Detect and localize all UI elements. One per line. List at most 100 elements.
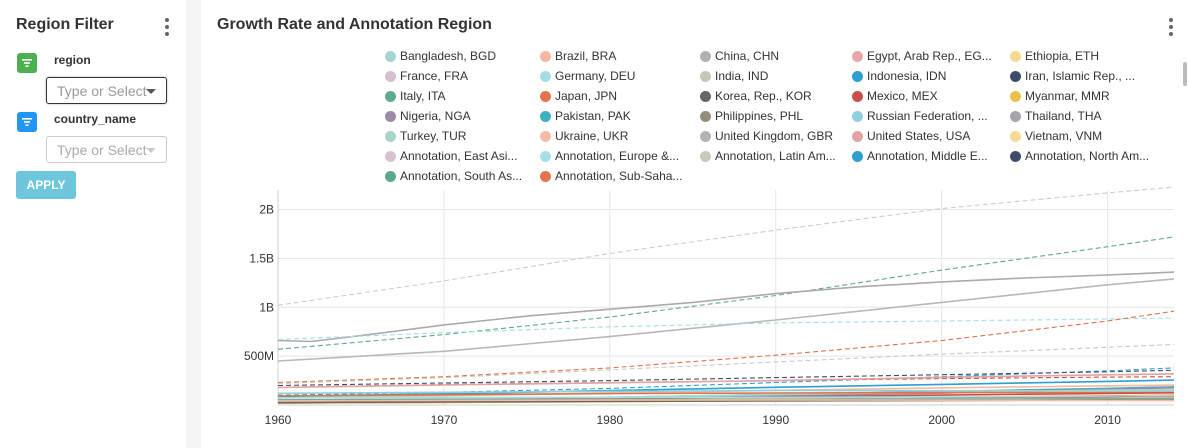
legend-item[interactable]: Annotation, Middle E... (852, 148, 988, 164)
series-line[interactable] (277, 391, 1175, 397)
legend-dot (852, 150, 863, 162)
series-line[interactable] (277, 278, 1175, 362)
series-line[interactable] (277, 369, 1175, 387)
y-tick-label: 1B (259, 300, 274, 314)
legend-item[interactable]: Pakistan, PAK (540, 108, 631, 124)
legend-item[interactable]: Annotation, Europe &... (540, 148, 679, 164)
region-select[interactable]: Type or Select (46, 77, 167, 104)
legend-label: Myanmar, MMR (1025, 89, 1110, 103)
legend-item[interactable]: France, FRA (385, 68, 468, 84)
legend-item[interactable]: Indonesia, IDN (852, 68, 946, 84)
legend-item[interactable]: Iran, Islamic Rep., ... (1010, 68, 1135, 84)
filter-panel-title: Region Filter (16, 16, 114, 33)
series-line[interactable] (277, 310, 1175, 384)
legend-label: Korea, Rep., KOR (715, 89, 812, 103)
legend-item[interactable]: Korea, Rep., KOR (700, 88, 812, 104)
legend-item[interactable]: Ethiopia, ETH (1010, 48, 1099, 64)
legend-label: Brazil, BRA (555, 49, 617, 63)
legend-item[interactable]: Ukraine, UKR (540, 128, 628, 144)
apply-button[interactable]: APPLY (16, 171, 76, 199)
chart-menu-icon[interactable] (1168, 18, 1174, 36)
legend-item[interactable]: Philippines, PHL (700, 108, 803, 124)
legend-item[interactable]: India, IND (700, 68, 768, 84)
legend-scrollbar[interactable] (1183, 62, 1187, 86)
legend-item[interactable]: Mexico, MEX (852, 88, 938, 104)
series-line[interactable] (277, 343, 1175, 385)
series-line[interactable] (277, 367, 1175, 396)
legend-label: Pakistan, PAK (555, 109, 631, 123)
legend-dot (385, 90, 396, 102)
legend-label: Annotation, Latin Am... (715, 149, 836, 163)
filter-panel-menu-icon[interactable] (164, 18, 170, 36)
legend-item[interactable]: United Kingdom, GBR (700, 128, 833, 144)
legend-dot (700, 150, 711, 162)
legend-dot (540, 50, 551, 62)
series-line[interactable] (277, 379, 1175, 398)
legend-item[interactable]: United States, USA (852, 128, 970, 144)
legend-item[interactable]: Germany, DEU (540, 68, 635, 84)
legend-dot (1010, 90, 1021, 102)
region-filter-label: region (54, 53, 91, 67)
legend-dot (540, 110, 551, 122)
legend-item[interactable]: Myanmar, MMR (1010, 88, 1110, 104)
legend-item[interactable]: Vietnam, VNM (1010, 128, 1102, 144)
legend-item[interactable]: Nigeria, NGA (385, 108, 471, 124)
legend-label: Annotation, North Am... (1025, 149, 1150, 163)
legend-label: Indonesia, IDN (867, 69, 947, 83)
legend-label: Annotation, East Asi... (400, 149, 518, 163)
legend-item[interactable]: Egypt, Arab Rep., EG... (852, 48, 992, 64)
legend-dot (852, 130, 863, 142)
legend-label: Annotation, South As... (400, 169, 523, 183)
legend-item[interactable]: Japan, JPN (540, 88, 617, 104)
y-tick-label: 500M (244, 349, 274, 363)
legend-label: Vietnam, VNM (1025, 129, 1103, 143)
legend-label: Italy, ITA (400, 89, 446, 103)
region-select-placeholder: Type or Select (57, 82, 147, 99)
legend-label: Russian Federation, ... (867, 109, 988, 123)
legend-item[interactable]: Russian Federation, ... (852, 108, 988, 124)
legend-dot (540, 170, 551, 182)
legend-item[interactable]: Turkey, TUR (385, 128, 466, 144)
series-line[interactable] (277, 317, 1175, 341)
country-select[interactable]: Type or Select (46, 136, 167, 163)
series-line[interactable] (277, 236, 1175, 350)
country-filter-icon (17, 112, 37, 132)
legend-label: Ukraine, UKR (555, 129, 629, 143)
legend-dot (700, 50, 711, 62)
x-tick-label: 1960 (265, 413, 292, 427)
legend-dot (385, 50, 396, 62)
legend-item[interactable]: Italy, ITA (385, 88, 446, 104)
legend-dot (700, 130, 711, 142)
legend-item[interactable]: Annotation, North Am... (1010, 148, 1149, 164)
legend-dot (540, 130, 551, 142)
series-line[interactable] (277, 373, 1175, 389)
legend-dot (1010, 130, 1021, 142)
legend-item[interactable]: China, CHN (700, 48, 779, 64)
y-tick-label: 2B (259, 203, 274, 217)
legend-item[interactable]: Brazil, BRA (540, 48, 616, 64)
legend-item[interactable]: Annotation, Latin Am... (700, 148, 836, 164)
legend-label: Iran, Islamic Rep., ... (1025, 69, 1136, 83)
series-line[interactable] (277, 399, 1175, 402)
chart-title: Growth Rate and Annotation Region (217, 16, 492, 33)
series-line[interactable] (277, 186, 1175, 306)
series-line[interactable] (277, 388, 1175, 402)
legend-label: Japan, JPN (555, 89, 618, 103)
x-tick-label: 1970 (431, 413, 458, 427)
legend-dot (852, 90, 863, 102)
legend-item[interactable]: Bangladesh, BGD (385, 48, 496, 64)
legend-item[interactable]: Annotation, East Asi... (385, 148, 517, 164)
legend-label: Annotation, Sub-Saha... (555, 169, 683, 183)
legend-label: United Kingdom, GBR (715, 129, 834, 143)
legend-item[interactable]: Annotation, Sub-Saha... (540, 168, 682, 184)
legend-dot (540, 150, 551, 162)
legend-item[interactable]: Annotation, South As... (385, 168, 522, 184)
legend-item[interactable]: Thailand, THA (1010, 108, 1101, 124)
legend-dot (540, 70, 551, 82)
legend-label: Egypt, Arab Rep., EG... (867, 49, 992, 63)
legend-label: United States, USA (867, 129, 971, 143)
legend-label: France, FRA (400, 69, 469, 83)
legend-dot (385, 70, 396, 82)
x-tick-label: 1990 (762, 413, 789, 427)
